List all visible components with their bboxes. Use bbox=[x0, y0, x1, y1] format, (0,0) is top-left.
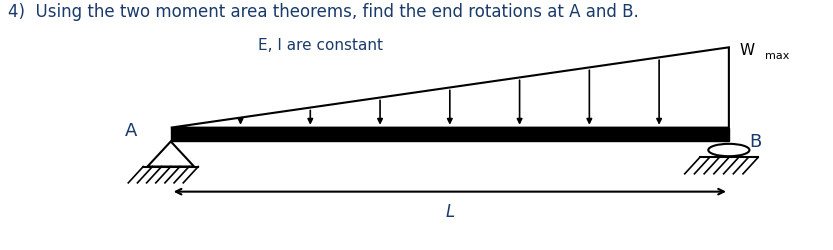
Text: L: L bbox=[445, 202, 455, 220]
Text: max: max bbox=[765, 50, 789, 60]
Text: B: B bbox=[750, 133, 762, 151]
Text: 4)  Using the two moment area theorems, find the end rotations at A and B.: 4) Using the two moment area theorems, f… bbox=[8, 2, 639, 21]
Bar bbox=[171, 128, 729, 142]
Text: A: A bbox=[125, 122, 137, 139]
Text: W: W bbox=[740, 43, 755, 58]
Text: E, I are constant: E, I are constant bbox=[258, 38, 383, 52]
